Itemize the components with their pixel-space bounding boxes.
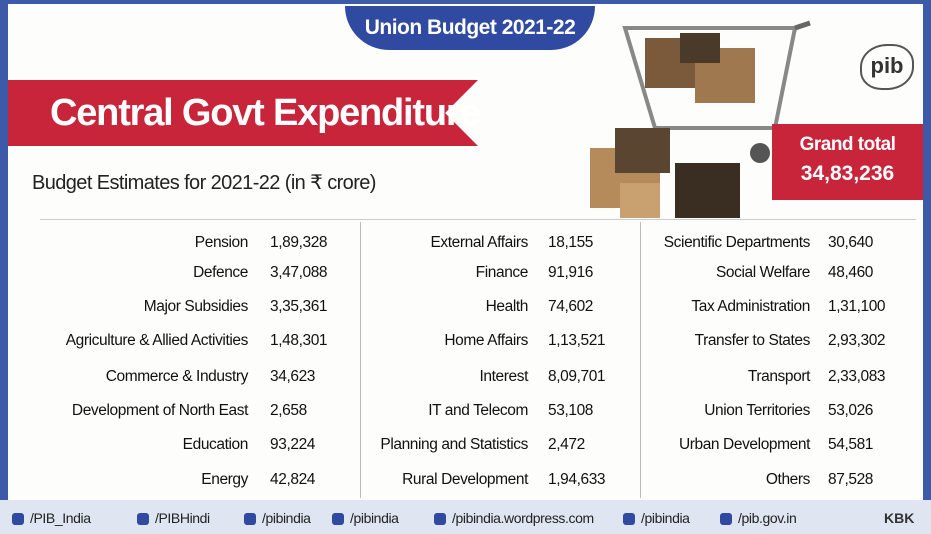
row-value: 2,658 <box>270 402 307 419</box>
row-value: 3,35,361 <box>270 298 328 315</box>
column-divider <box>640 222 641 498</box>
row-label: Rural Development <box>402 471 528 488</box>
row-value: 1,31,100 <box>828 298 886 315</box>
title-band <box>8 80 478 146</box>
row-label: Finance <box>475 264 529 281</box>
social-icon <box>244 513 256 525</box>
row-value: 2,472 <box>548 436 585 453</box>
social-link: /pibindia <box>350 510 399 526</box>
row-label: IT and Telecom <box>428 402 528 419</box>
social-link: /PIB_India <box>30 510 91 526</box>
row-label: Agriculture & Allied Activities <box>65 332 249 349</box>
row-label: Planning and Statistics <box>380 436 528 453</box>
row-label: Energy <box>201 471 248 488</box>
row-value: 2,93,302 <box>828 332 886 349</box>
credit: KBK <box>884 510 915 526</box>
row-value: 1,13,521 <box>548 332 606 349</box>
row-value: 53,108 <box>548 402 594 419</box>
row-value: 42,824 <box>270 471 316 488</box>
row-label: Transport <box>747 368 811 385</box>
grand-total-label: Grand total <box>799 134 896 155</box>
social-link: /pib.gov.in <box>738 510 797 526</box>
subtitle: Budget Estimates for 2021-22 (in ₹ crore… <box>32 172 376 194</box>
row-label: Interest <box>479 368 529 385</box>
grand-total-value: 34,83,236 <box>800 162 895 185</box>
title: Central Govt Expenditure <box>50 92 481 134</box>
social-icon <box>137 513 149 525</box>
row-label: Defence <box>193 264 248 281</box>
row-value: 2,33,083 <box>828 368 886 385</box>
row-label: Pension <box>194 234 249 251</box>
social-icon <box>720 513 732 525</box>
row-label: Major Subsidies <box>143 298 249 315</box>
row-value: 54,581 <box>828 436 874 453</box>
social-link: /pibindia <box>641 510 690 526</box>
row-label: Education <box>182 436 249 453</box>
column-divider <box>360 222 361 498</box>
social-icon <box>12 513 24 525</box>
row-label: Tax Administration <box>691 298 810 315</box>
social-link: /pibindia <box>262 510 311 526</box>
row-label: Urban Development <box>678 436 810 453</box>
row-label: Commerce & Industry <box>105 368 249 385</box>
row-label: Development of North East <box>71 402 248 419</box>
row-value: 34,623 <box>270 368 316 385</box>
banner: Union Budget 2021-22 <box>345 6 595 50</box>
row-value: 53,026 <box>828 402 874 419</box>
row-label: External Affairs <box>430 234 528 251</box>
row-label: Transfer to States <box>694 332 811 349</box>
row-value: 87,528 <box>828 471 874 488</box>
social-icon <box>623 513 635 525</box>
social-icon <box>434 513 446 525</box>
row-value: 18,155 <box>548 234 594 251</box>
row-value: 1,48,301 <box>270 332 328 349</box>
row-label: Home Affairs <box>444 332 528 349</box>
row-label: Scientific Departments <box>663 234 811 251</box>
social-link: /PIBHindi <box>155 510 210 526</box>
row-value: 91,916 <box>548 264 594 281</box>
row-value: 48,460 <box>828 264 874 281</box>
table <box>40 219 916 500</box>
row-value: 1,94,633 <box>548 471 606 488</box>
row-label: Union Territories <box>704 402 810 419</box>
row-value: 93,224 <box>270 436 316 453</box>
cart-illustration <box>590 20 811 218</box>
row-value: 3,47,088 <box>270 264 328 281</box>
row-value: 74,602 <box>548 298 594 315</box>
row-value: 8,09,701 <box>548 368 606 385</box>
logo: pib <box>860 44 914 90</box>
footer <box>0 500 931 534</box>
social-link: /pibindia.wordpress.com <box>452 510 594 526</box>
row-label: Health <box>485 298 529 315</box>
row-label: Others <box>765 471 811 488</box>
grand-total-box: Grand total 34,83,236 <box>772 124 923 200</box>
row-value: 1,89,328 <box>270 234 328 251</box>
row-value: 30,640 <box>828 234 874 251</box>
row-label: Social Welfare <box>715 264 810 281</box>
social-icon <box>332 513 344 525</box>
